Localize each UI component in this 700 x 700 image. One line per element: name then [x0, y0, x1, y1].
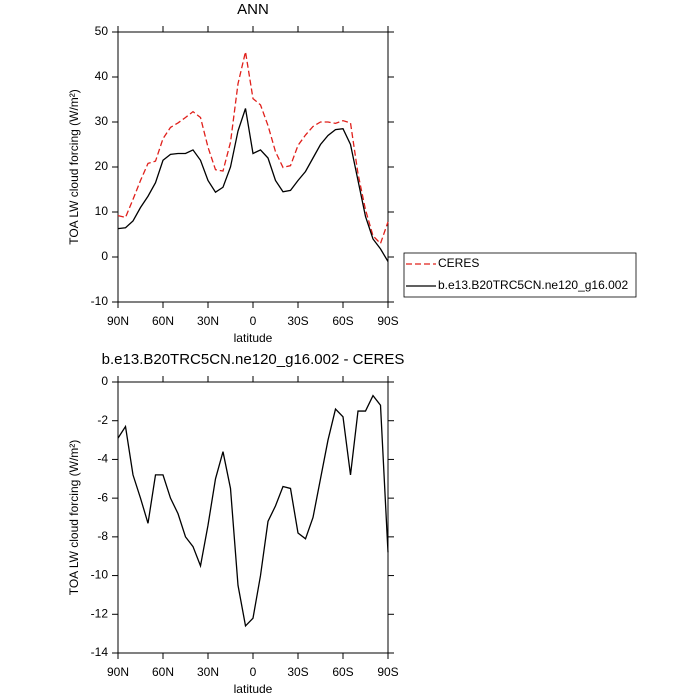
y-tick-label: 30: [95, 114, 109, 128]
y-tick-label: 10: [95, 204, 109, 218]
y-tick-label: 0: [101, 374, 108, 388]
x-tick-label: 30S: [287, 314, 308, 328]
y-tick-label: -10: [91, 568, 109, 582]
plot-frame: [117, 381, 389, 654]
y-axis-label: TOA LW cloud forcing (W/m²): [67, 440, 81, 596]
x-tick-label: 60N: [152, 314, 174, 328]
x-tick-label: 30S: [287, 665, 308, 679]
x-axis-label: latitude: [234, 682, 273, 696]
y-tick-label: -12: [91, 606, 109, 620]
x-axis-label: latitude: [234, 331, 273, 345]
x-tick-label: 0: [250, 314, 257, 328]
y-tick-label: -2: [97, 413, 108, 427]
legend-label: CERES: [438, 256, 479, 270]
x-tick-label: 90N: [107, 314, 129, 328]
x-tick-label: 60N: [152, 665, 174, 679]
y-tick-label: -10: [91, 294, 109, 308]
y-axis-label: TOA LW cloud forcing (W/m²): [67, 89, 81, 245]
x-tick-label: 60S: [332, 665, 353, 679]
x-tick-label: 60S: [332, 314, 353, 328]
y-tick-label: 40: [95, 69, 109, 83]
data-line: [117, 51, 389, 245]
legend-label: b.e13.B20TRC5CN.ne120_g16.002: [438, 278, 628, 292]
y-tick-label: -6: [97, 490, 108, 504]
chart-title: b.e13.B20TRC5CN.ne120_g16.002 - CERES: [102, 351, 405, 368]
x-tick-label: 90S: [377, 665, 398, 679]
y-tick-label: -8: [97, 529, 108, 543]
x-tick-label: 90N: [107, 665, 129, 679]
y-tick-label: 20: [95, 159, 109, 173]
x-tick-label: 90S: [377, 314, 398, 328]
legend-box: [403, 252, 637, 298]
y-tick-label: 50: [95, 24, 109, 38]
plot-frame: [117, 31, 389, 303]
chart-title: ANN: [237, 1, 269, 18]
y-tick-label: -14: [91, 645, 109, 659]
data-line: [117, 394, 389, 628]
x-tick-label: 0: [250, 665, 257, 679]
y-tick-label: 0: [101, 249, 108, 263]
x-tick-label: 30N: [197, 665, 219, 679]
data-line: [117, 108, 389, 262]
y-tick-label: -4: [97, 452, 108, 466]
x-tick-label: 30N: [197, 314, 219, 328]
